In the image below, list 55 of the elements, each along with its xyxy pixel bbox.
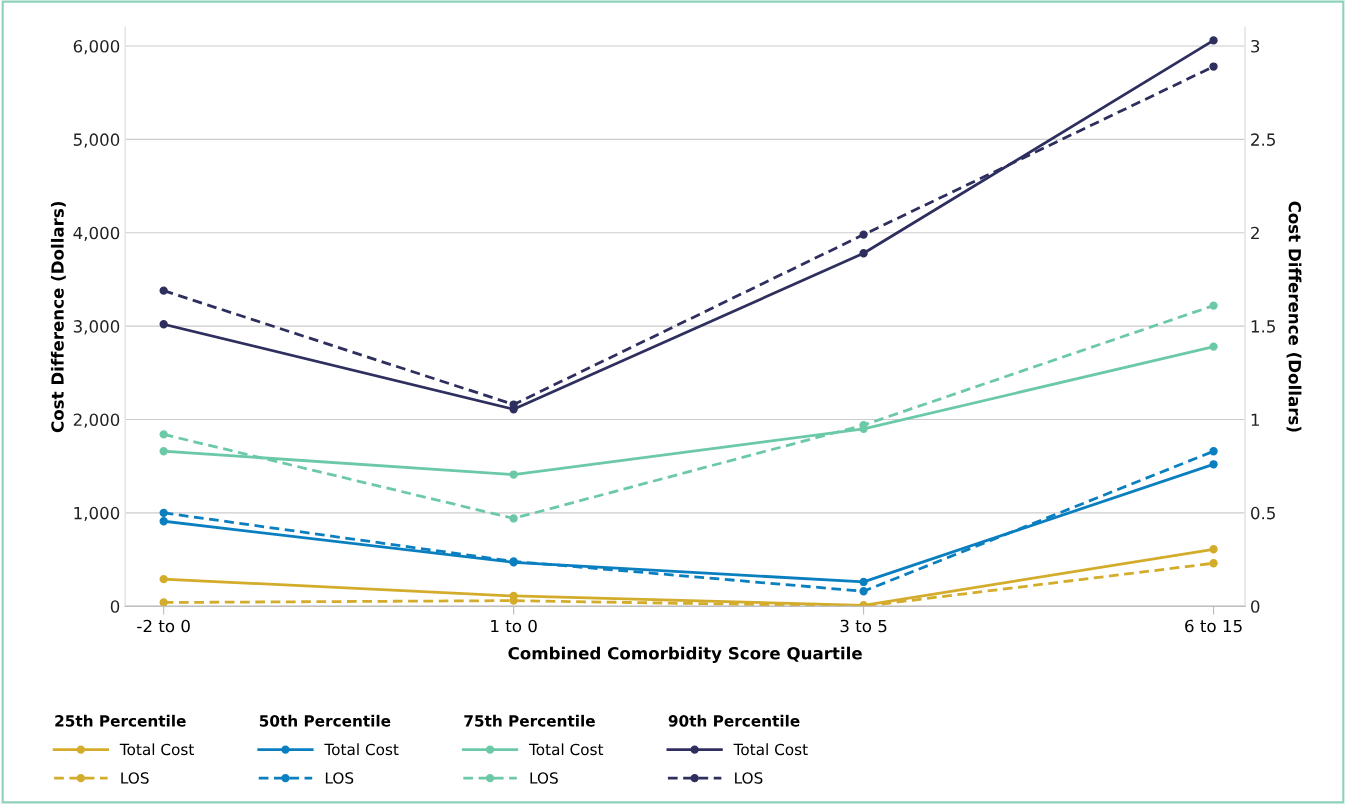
y2-tick-label: 2 bbox=[1251, 226, 1259, 240]
y-tick-label: 2,000 bbox=[73, 413, 120, 428]
y2-tick-label: 0.5 bbox=[1251, 506, 1275, 520]
y-tick-label: 3,000 bbox=[73, 320, 120, 335]
point bbox=[1209, 447, 1218, 456]
legend-label: Total Cost bbox=[324, 743, 399, 756]
legend-label: Total Cost bbox=[119, 743, 194, 756]
text: 75th Percentile bbox=[464, 714, 595, 727]
point bbox=[1209, 545, 1218, 554]
y2-tick-label: 1.5 bbox=[1251, 320, 1275, 333]
x-tick-label: 1 to 0 bbox=[491, 619, 537, 633]
x-tick-label: 6 to 15 bbox=[1185, 619, 1242, 633]
y-tick-label: 6,000 bbox=[73, 39, 120, 55]
x-tick-label: -2 to 0 bbox=[137, 619, 190, 633]
point bbox=[1209, 36, 1218, 45]
point bbox=[859, 577, 868, 587]
y-tick-label: 0 bbox=[110, 600, 120, 613]
legend-label: LOS bbox=[325, 772, 354, 784]
y2-tick-label: 2.5 bbox=[1251, 133, 1275, 146]
point bbox=[159, 286, 168, 295]
y-tick-label: 5,000 bbox=[73, 133, 120, 148]
text: 50th Percentile bbox=[259, 714, 391, 727]
y2-axis-title: Cost Difference (Dollars) bbox=[1286, 201, 1302, 432]
legend-label: LOS bbox=[121, 772, 149, 784]
y2-tick-label: 1 bbox=[1251, 413, 1259, 426]
point bbox=[859, 587, 868, 596]
x-axis-title: Combined Comorbidity Score Quartile bbox=[508, 646, 862, 663]
legend-label: Total Cost bbox=[528, 743, 604, 756]
point bbox=[1209, 342, 1218, 351]
point bbox=[1209, 460, 1218, 469]
point bbox=[509, 514, 518, 523]
point bbox=[1209, 559, 1218, 568]
text: 90th Percentile bbox=[668, 714, 800, 727]
point bbox=[159, 574, 168, 584]
y2-tick-label: 3 bbox=[1251, 39, 1260, 53]
point bbox=[159, 598, 168, 607]
point bbox=[1209, 62, 1218, 71]
x-tick-label: 3 to 5 bbox=[840, 619, 887, 633]
point bbox=[159, 430, 168, 439]
legend-label: LOS bbox=[530, 772, 558, 784]
point bbox=[159, 508, 168, 518]
point bbox=[859, 230, 868, 239]
y-axis-title: Cost Difference (Dollars) bbox=[50, 201, 66, 433]
point bbox=[159, 517, 168, 526]
legend-label: LOS bbox=[735, 772, 763, 784]
y-tick-label: 4,000 bbox=[73, 226, 120, 242]
y2-tick-label: 0 bbox=[1251, 600, 1260, 613]
point bbox=[859, 249, 868, 258]
text: 25th Percentile bbox=[55, 714, 186, 727]
point bbox=[509, 470, 518, 479]
y-tick-label: 1,000 bbox=[74, 506, 120, 522]
point bbox=[159, 320, 168, 329]
point bbox=[159, 447, 168, 456]
point bbox=[1209, 301, 1218, 310]
legend-label: Total Cost bbox=[733, 743, 808, 756]
